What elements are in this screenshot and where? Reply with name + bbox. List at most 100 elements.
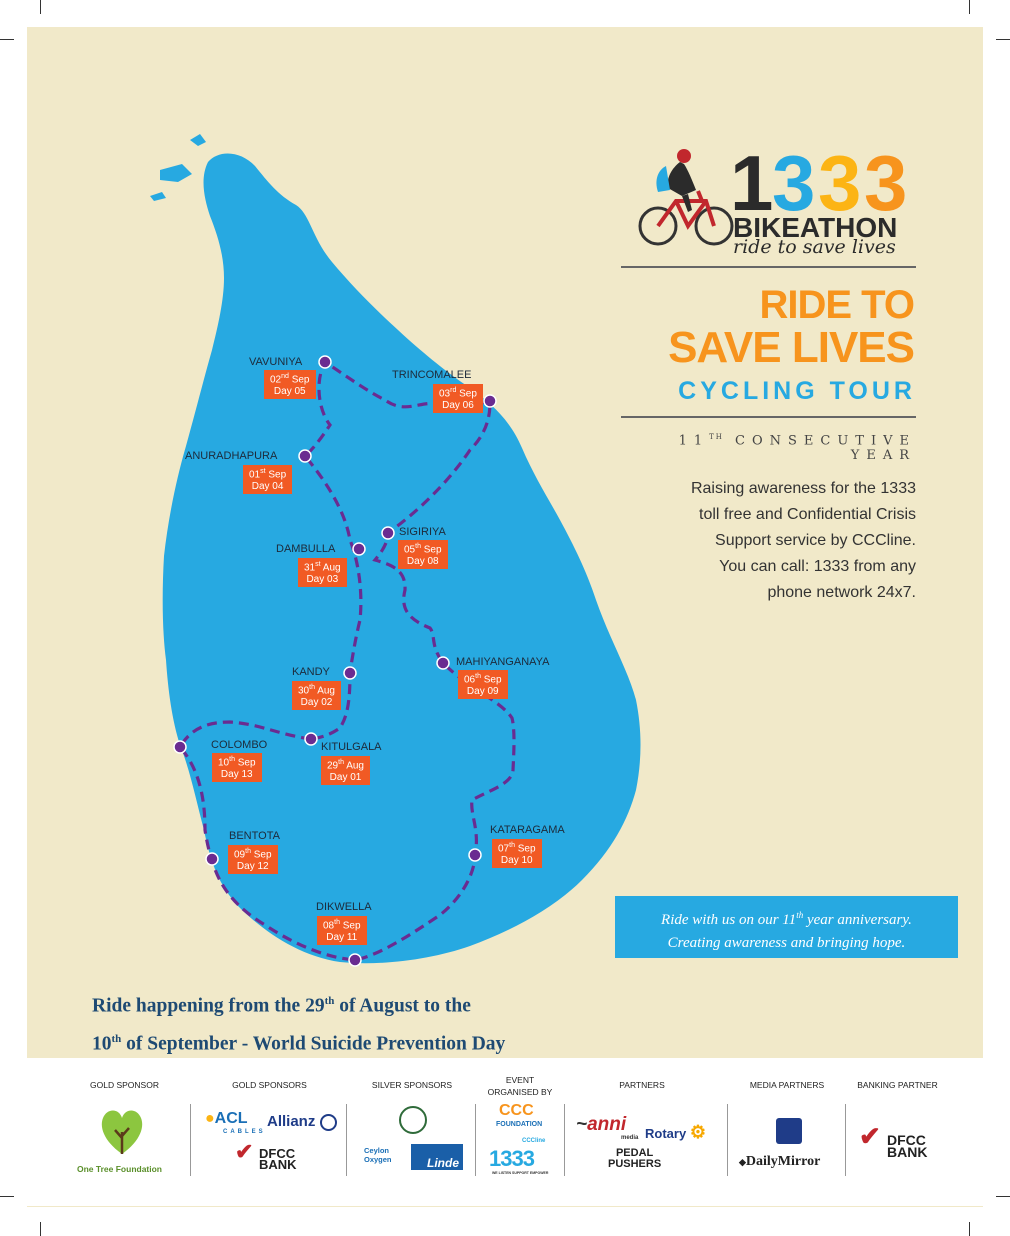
route-path (178, 359, 516, 962)
daily-mirror-logo: ◆DailyMirror (739, 1154, 820, 1170)
city-label-kandy: KANDY (292, 666, 330, 678)
crop-mark (0, 39, 14, 40)
stop-marker-vavuniya[interactable] (318, 355, 332, 369)
logo-digit-3b: 3 (818, 139, 861, 227)
logo-bikeathon: BIKEATHON (733, 212, 898, 243)
date-num: 05 (404, 544, 416, 556)
date-num: 10 (218, 757, 230, 769)
allianz-text: Allianz (267, 1113, 316, 1130)
day-label: Day 08 (406, 556, 439, 568)
anni-logo: ~anni (576, 1114, 626, 1136)
date-num: 29 (327, 760, 339, 772)
date-tag-kitulgala: 29th Aug Day 01 (321, 756, 370, 786)
date-month: Sep (480, 674, 502, 686)
date-num: 01 (249, 469, 261, 481)
dates-sup: th (111, 1032, 122, 1045)
description-line: Support service by CCCline. (715, 532, 916, 549)
logo-digit-3a: 3 (772, 139, 815, 227)
dates-text: of September - World Suicide Prevention … (121, 1033, 506, 1054)
divider (845, 1104, 846, 1176)
stop-marker-dambulla[interactable] (352, 542, 366, 556)
anni-text: anni (587, 1114, 627, 1135)
city-label-kitulgala: KITULGALA (321, 741, 382, 753)
logo-digit-3c: 3 (864, 139, 907, 227)
pedal-pushers-logo: PEDAL PUSHERS (608, 1148, 661, 1170)
date-tag-vavuniya: 02nd Sep Day 05 (264, 370, 316, 400)
stop-marker-kataragama[interactable] (468, 848, 482, 862)
year-num: 11 (678, 433, 710, 449)
city-label-colombo: COLOMBO (211, 739, 268, 751)
description-line: phone network 24x7. (767, 584, 916, 601)
date-num: 30 (298, 685, 310, 697)
dates-text: Ride happening from the 29 (92, 995, 325, 1017)
anniv-text: Ride with us on our 11 (661, 912, 797, 928)
dfcc-check-icon: ✔ (859, 1121, 881, 1151)
stop-marker-sigiriya[interactable] (381, 526, 395, 540)
date-sup: th (245, 848, 251, 855)
divider (564, 1104, 565, 1176)
anni-swirl-icon: ~ (576, 1114, 588, 1135)
stop-marker-colombo[interactable] (173, 740, 187, 754)
dates-sup: th (324, 995, 335, 1007)
logo-tagline: ride to save lives (733, 236, 896, 258)
divider (346, 1104, 347, 1176)
day-label: Day 04 (251, 481, 284, 493)
consecutive-year: 11TH CONSECUTIVE YEAR (610, 433, 916, 463)
date-month: Aug (320, 562, 341, 574)
acl-sub: CABLES (223, 1129, 266, 1135)
date-num: 06 (464, 674, 476, 686)
city-label-sigiriya: SIGIRIYA (399, 526, 446, 538)
stop-marker-dikwella[interactable] (348, 953, 362, 967)
divider (475, 1104, 476, 1176)
stop-marker-kitulgala[interactable] (304, 732, 318, 746)
anniversary-box: Ride with us on our 11th year anniversar… (615, 896, 958, 958)
year-sup: TH (709, 433, 724, 441)
date-sup: th (334, 919, 340, 926)
goldfm-logo-icon (776, 1118, 802, 1144)
stop-marker-mahiyanganaya[interactable] (436, 656, 450, 670)
rotary-text: Rotary (645, 1126, 687, 1141)
date-tag-mahiyanganaya: 06th Sep Day 09 (458, 670, 508, 700)
day-label: Day 01 (329, 772, 362, 784)
city-label-trincomalee: TRINCOMALEE (392, 369, 472, 381)
date-sup: rd (450, 387, 457, 394)
date-tag-bentota: 09th Sep Day 12 (228, 845, 278, 875)
crop-mark (969, 1222, 970, 1236)
date-sup: th (509, 842, 515, 849)
date-month: Sep (420, 544, 442, 556)
label-gold-sponsor: GOLD SPONSOR (90, 1080, 159, 1090)
date-tag-colombo: 10th Sep Day 13 (212, 753, 262, 783)
cccline-text: CCCline (522, 1138, 546, 1144)
stop-marker-anuradhapura[interactable] (298, 449, 312, 463)
date-month: Sep (265, 469, 287, 481)
label-event-l1: EVENT (505, 1075, 535, 1085)
crop-mark (996, 1196, 1010, 1197)
city-label-dikwella: DIKWELLA (316, 901, 372, 913)
stop-marker-trincomalee[interactable] (483, 394, 497, 408)
day-label: Day 13 (220, 769, 253, 781)
stop-marker-kandy[interactable] (343, 666, 357, 680)
sponsors-strip: GOLD SPONSOR GOLD SPONSORS SILVER SPONSO… (27, 1058, 983, 1206)
label-banking-partner: BANKING PARTNER (857, 1080, 938, 1090)
city-label-dambulla: DAMBULLA (276, 543, 336, 555)
crop-mark (996, 39, 1010, 40)
event-dates: Ride happening from the 29th of August t… (92, 985, 652, 1060)
dfcc-text: DFCC (259, 1146, 296, 1161)
date-sup: th (309, 684, 315, 691)
date-num: 31 (304, 562, 316, 574)
city-label-kataragama: KATARAGAMA (490, 824, 565, 836)
ccc-logo: CCC (499, 1102, 534, 1119)
ceylon-oxygen-logo: Ceylon Oxygen (364, 1146, 392, 1164)
crop-mark (0, 1196, 14, 1197)
rotary-wheel-icon: ⚙ (689, 1122, 706, 1142)
headline-line1: RIDE TO (759, 283, 915, 327)
date-tag-trincomalee: 03rd Sep Day 06 (433, 384, 483, 414)
day-label: Day 11 (326, 932, 358, 944)
date-month: Sep (234, 757, 256, 769)
description-line: Raising awareness for the 1333 (690, 480, 916, 497)
stop-marker-bentota[interactable] (205, 852, 219, 866)
date-tag-sigiriya: 05th Sep Day 08 (398, 540, 448, 570)
dfcc-check-icon: ✔ (235, 1139, 254, 1164)
divider-top (621, 266, 916, 268)
cyclist-illustration (638, 149, 734, 246)
